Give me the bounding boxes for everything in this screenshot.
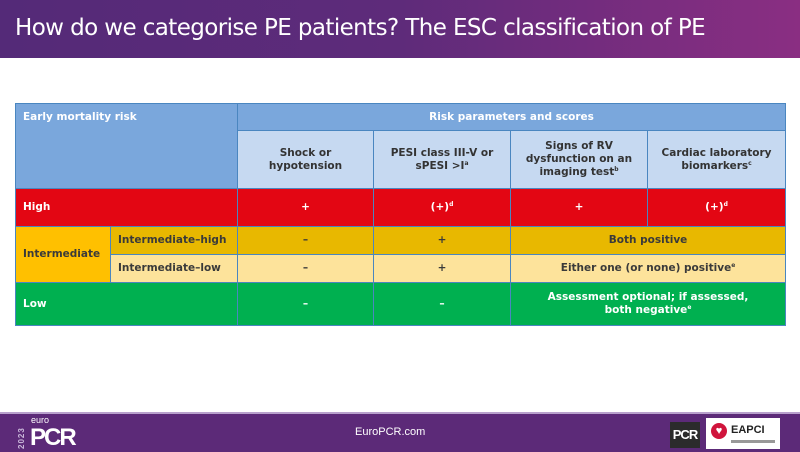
cell: – xyxy=(373,282,512,326)
header-risk-parameters: Risk parameters and scores xyxy=(237,103,787,131)
cell: + xyxy=(373,254,512,283)
col-biomarkers: Cardiac laboratory biomarkersc xyxy=(647,130,787,189)
cell: Either one (or none) positivee xyxy=(510,254,787,283)
label-high: High xyxy=(14,188,239,227)
row-intermediate-low: Intermediate–low – + Either one (or none… xyxy=(16,254,787,283)
header-early-mortality-risk: Early mortality risk xyxy=(14,103,239,189)
cell: (+)d xyxy=(647,188,787,227)
label-intermediate-low: Intermediate–low xyxy=(109,254,239,283)
cell: (+)d xyxy=(373,188,512,227)
cell: – xyxy=(237,254,375,283)
cell: Both positive xyxy=(510,226,787,255)
esc-classification-table: Early mortality risk Risk parameters and… xyxy=(14,103,787,326)
col-rv-dysfunction: Signs of RV dysfunction on an imaging te… xyxy=(510,130,649,189)
footer: 2023 euro PCR EuroPCR.com PCR ♥ EAPCI xyxy=(0,412,800,452)
eapci-text: EAPCI xyxy=(731,424,765,436)
cell: + xyxy=(510,188,649,227)
cell: – xyxy=(237,226,375,255)
col-shock: Shock or hypotension xyxy=(237,130,375,189)
cell: Assessment optional; if assessed, both ne… xyxy=(510,282,787,326)
logo-pcr: PCR xyxy=(30,424,77,451)
label-low: Low xyxy=(14,282,239,326)
row-intermediate-high: Intermediate Intermediate–high – + Both … xyxy=(15,226,787,283)
label-intermediate: Intermediate xyxy=(15,226,111,283)
cell: + xyxy=(373,226,512,255)
subheader-row: Shock or hypotension PESI class III-V or… xyxy=(15,130,787,189)
logo-year: 2023 xyxy=(17,427,26,449)
logo-euro: euro xyxy=(31,415,50,425)
website-link[interactable]: EuroPCR.com xyxy=(355,426,426,438)
cell: + xyxy=(237,188,375,227)
heart-icon: ♥ xyxy=(711,423,727,439)
header-row: Early mortality risk Risk parameters and… xyxy=(14,103,787,189)
row-high: High + (+)d + (+)d xyxy=(14,188,787,227)
eapci-subtitle-mark xyxy=(731,440,775,443)
europcr-logo: 2023 euro PCR xyxy=(17,415,87,451)
eapci-logo: ♥ EAPCI xyxy=(706,418,780,449)
col-pesi: PESI class III-V or sPESI >Ia xyxy=(373,130,512,189)
slide-title: How do we categorise PE patients? The ES… xyxy=(15,15,706,41)
row-low: Low – – Assessment optional; if assessed… xyxy=(14,282,787,326)
pcr-logo: PCR xyxy=(670,422,700,448)
title-bar: How do we categorise PE patients? The ES… xyxy=(0,0,800,58)
cell: – xyxy=(237,282,375,326)
label-intermediate-high: Intermediate–high xyxy=(109,226,239,255)
